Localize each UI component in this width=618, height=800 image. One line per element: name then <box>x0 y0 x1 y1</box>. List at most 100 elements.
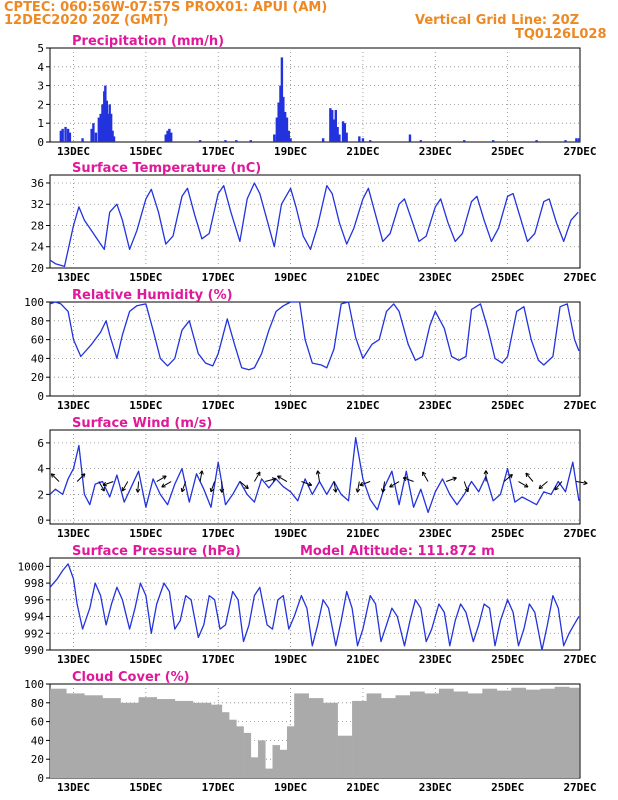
precip-bar <box>97 117 101 142</box>
precip-bar <box>329 108 332 142</box>
precip-bar <box>285 117 289 142</box>
y-tick-label: 1 <box>37 117 44 130</box>
x-tick-label: 23DEC <box>419 271 452 284</box>
y-tick-label: 5 <box>37 42 44 55</box>
precip-bar <box>279 85 282 142</box>
precip-bar <box>280 57 284 142</box>
precip-bar <box>235 140 238 142</box>
x-tick-label: 19DEC <box>274 527 307 540</box>
precip-bar <box>491 140 495 142</box>
precip-bar <box>341 121 345 142</box>
x-tick-label: 15DEC <box>129 271 162 284</box>
precip-bar <box>343 123 347 142</box>
panel-title: Relative Humidity (%) <box>72 288 233 303</box>
cloud-bar <box>337 735 353 778</box>
wind-arrow <box>209 481 216 493</box>
precip-bar <box>321 138 325 142</box>
cloud-bar <box>453 691 469 778</box>
x-tick-label: 15DEC <box>129 145 162 158</box>
x-tick-label: 21DEC <box>346 527 379 540</box>
precip-bar <box>408 134 412 142</box>
panel-frame <box>49 301 581 397</box>
y-tick-label: 994 <box>24 611 44 624</box>
wind-arrow <box>50 473 60 482</box>
x-tick-label: 27DEC <box>563 527 596 540</box>
precip-bar <box>283 111 287 142</box>
y-tick-label: 0 <box>37 390 44 403</box>
wind-arrow <box>156 475 167 482</box>
cloud-bar <box>258 740 266 778</box>
wind-arrow <box>98 481 105 492</box>
cloud-bar <box>525 689 541 778</box>
cloud-bar <box>395 695 411 778</box>
precip-bar <box>111 130 114 142</box>
x-tick-label: 17DEC <box>202 145 235 158</box>
precip-bar <box>336 126 339 142</box>
precip-bar <box>104 85 107 142</box>
y-tick-label: 990 <box>24 644 44 657</box>
x-tick-label: 15DEC <box>129 399 162 412</box>
panel-wind <box>46 429 588 525</box>
precip-bar <box>92 123 95 142</box>
x-tick-label: 25DEC <box>491 271 524 284</box>
cloud-bar <box>156 699 176 778</box>
wind-arrow <box>445 476 457 482</box>
rh-line <box>49 301 580 371</box>
wind-arrow <box>265 477 277 482</box>
wind-arrow <box>199 470 204 482</box>
precip-bar <box>463 140 466 142</box>
precip-bar <box>90 128 93 142</box>
precip-bar <box>59 130 63 142</box>
cloud-bar <box>192 702 212 778</box>
x-tick-label: 21DEC <box>346 653 379 666</box>
x-tick-label: 25DEC <box>491 781 524 794</box>
wind-arrow <box>422 471 429 482</box>
y-tick-label: 0 <box>37 136 44 149</box>
wind-arrow <box>483 470 489 482</box>
precip-bar <box>575 138 578 142</box>
x-tick-label: 17DEC <box>202 653 235 666</box>
panel-title: Surface Wind (m/s) <box>72 416 212 431</box>
x-tick-label: 15DEC <box>129 527 162 540</box>
cloud-bar <box>308 698 324 778</box>
x-tick-label: 13DEC <box>57 271 90 284</box>
wind-arrow <box>277 475 288 482</box>
x-tick-label: 17DEC <box>202 781 235 794</box>
panel-title: Surface Pressure (hPa) <box>72 544 241 559</box>
x-tick-label: 27DEC <box>563 399 596 412</box>
precip-bar <box>61 128 64 142</box>
wind-arrow <box>554 481 563 491</box>
cloud-bar <box>381 698 396 778</box>
panel-title: Precipitation (mm/h) <box>72 34 224 49</box>
cloud-bar <box>236 726 244 778</box>
x-tick-label: 13DEC <box>57 145 90 158</box>
panel-cloud <box>46 683 581 779</box>
wind-arrow <box>102 481 114 487</box>
header-date: 12DEC2020 20Z (GMT) <box>4 13 169 28</box>
cloud-bar <box>424 693 440 778</box>
x-tick-label: 25DEC <box>491 527 524 540</box>
cloud-bar <box>250 757 259 778</box>
pressure-line <box>49 563 580 651</box>
precip-bar <box>345 132 348 142</box>
wind-arrow <box>135 481 141 493</box>
cloud-bar <box>409 691 425 778</box>
precip-bar <box>108 104 111 142</box>
y-tick-label: 80 <box>31 697 44 710</box>
cloud-bar <box>294 693 309 778</box>
header-line1: CPTEC: 060:56W-07:57S PROX01: APUI (AM) <box>4 0 328 15</box>
y-tick-label: 28 <box>31 219 44 232</box>
cloud-bar <box>496 690 512 778</box>
cloud-bar <box>210 704 223 778</box>
cloud-bar <box>102 698 121 778</box>
wind-arrow <box>389 481 400 488</box>
x-tick-label: 27DEC <box>563 653 596 666</box>
panel-precip <box>46 47 581 143</box>
y-tick-label: 0 <box>37 514 44 527</box>
precip-bar <box>277 102 280 142</box>
panel-frame <box>49 429 581 525</box>
precip-bar <box>81 138 84 142</box>
x-tick-label: 19DEC <box>274 653 307 666</box>
wind-arrow <box>161 481 172 488</box>
